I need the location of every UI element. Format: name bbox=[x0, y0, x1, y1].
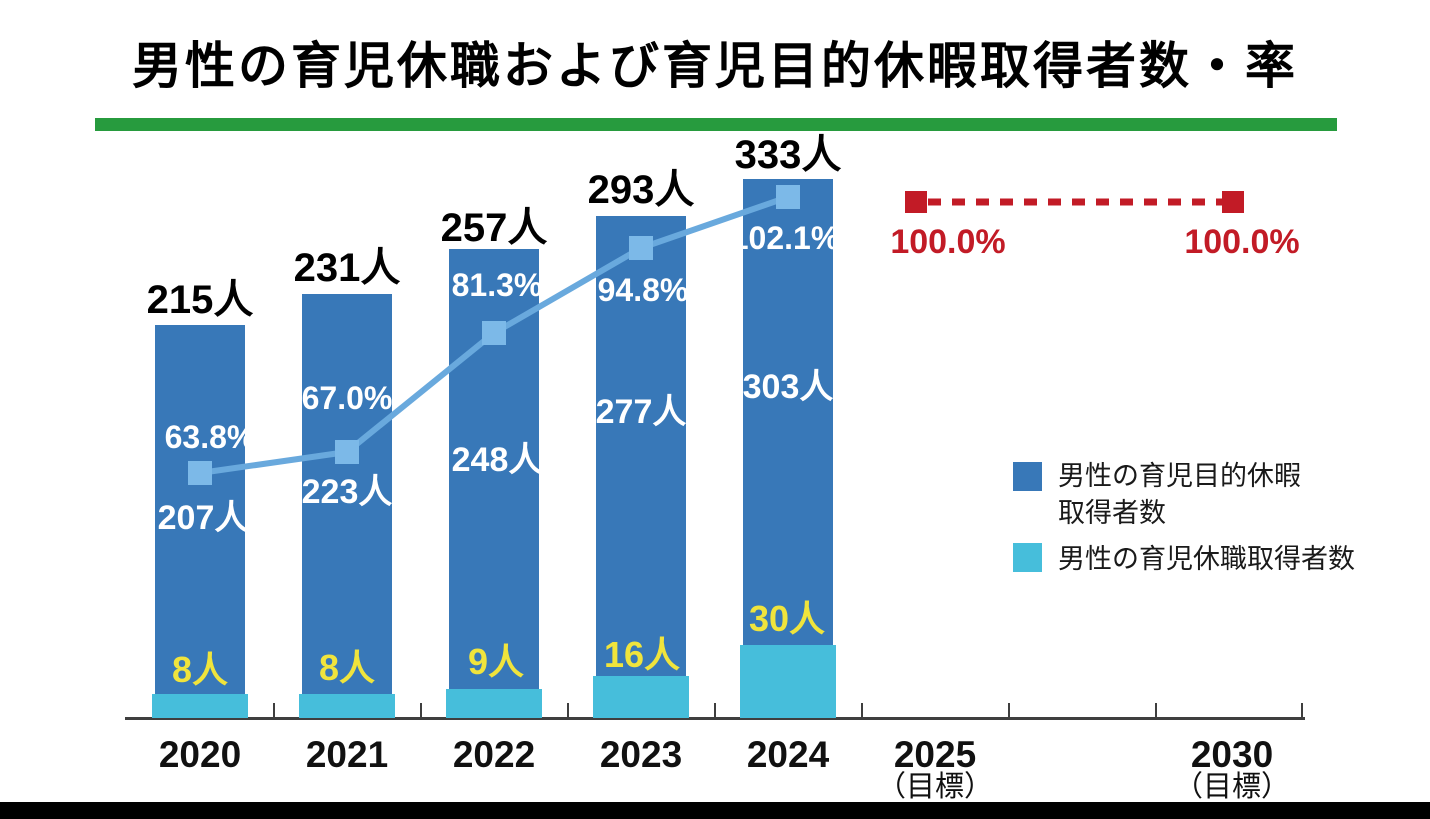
goal-label-2025: （目標） bbox=[876, 771, 993, 803]
legend-swatch-leave bbox=[1013, 543, 1042, 572]
bar-leave-2024 bbox=[740, 645, 836, 718]
target-label-2025: 100.0% bbox=[890, 223, 1006, 261]
axis-tick bbox=[861, 703, 863, 717]
rate-label-2024: 102.1% bbox=[730, 220, 840, 256]
legend-swatch-purpose bbox=[1013, 462, 1042, 491]
year-label-2020: 2020 bbox=[158, 734, 242, 775]
legend-label-leave: 男性の育児休職取得者数 bbox=[1058, 544, 1355, 574]
bar-leave-2021 bbox=[299, 694, 395, 718]
x-axis bbox=[125, 717, 1305, 720]
year-label-2022: 2022 bbox=[452, 734, 536, 775]
axis-tick bbox=[420, 703, 422, 717]
leave-label-2020: 8人 bbox=[171, 649, 229, 690]
chart-title: 男性の育児休職および育児目的休暇取得者数・率 bbox=[132, 38, 1298, 94]
bar-leave-2020 bbox=[152, 694, 248, 718]
axis-tick bbox=[1301, 703, 1303, 717]
purpose-label-2024: 303人 bbox=[742, 368, 834, 406]
target-marker-2030 bbox=[1222, 191, 1244, 213]
year-label-2021: 2021 bbox=[305, 734, 389, 775]
year-label-2030: 2030 bbox=[1190, 734, 1274, 775]
axis-tick bbox=[1155, 703, 1157, 717]
rate-label-2021: 67.0% bbox=[301, 380, 393, 416]
rate-label-2020: 63.8% bbox=[164, 419, 256, 455]
legend-label-purpose-line1: 男性の育児目的休暇 bbox=[1058, 461, 1301, 491]
leave-label-2021: 8人 bbox=[318, 647, 376, 688]
bottom-black-bar bbox=[0, 802, 1430, 819]
bar-leave-2022 bbox=[446, 689, 542, 718]
total-label-2024: 333人 bbox=[734, 133, 842, 177]
leave-label-2022: 9人 bbox=[467, 641, 525, 682]
legend-label-purpose-line2: 取得者数 bbox=[1058, 498, 1166, 528]
total-label-2022: 257人 bbox=[440, 206, 548, 250]
year-label-2025: 2025 bbox=[893, 734, 977, 775]
title-underline-bar bbox=[95, 118, 1337, 131]
bar-leave-2023 bbox=[593, 676, 689, 718]
purpose-label-2021: 223人 bbox=[301, 473, 393, 511]
leave-label-2023: 16人 bbox=[603, 634, 681, 675]
purpose-label-2022: 248人 bbox=[451, 441, 543, 479]
goal-label-2030: （目標） bbox=[1173, 771, 1290, 803]
axis-tick bbox=[567, 703, 569, 717]
axis-tick bbox=[714, 703, 716, 717]
rate-label-2023: 94.8% bbox=[597, 272, 689, 308]
axis-tick bbox=[1008, 703, 1010, 717]
leave-label-2024: 30人 bbox=[748, 598, 826, 639]
axis-tick bbox=[273, 703, 275, 717]
year-label-2024: 2024 bbox=[746, 734, 830, 775]
target-label-2030: 100.0% bbox=[1184, 223, 1300, 261]
year-label-2023: 2023 bbox=[599, 734, 683, 775]
purpose-label-2020: 207人 bbox=[157, 499, 249, 537]
target-marker-2025 bbox=[905, 191, 927, 213]
